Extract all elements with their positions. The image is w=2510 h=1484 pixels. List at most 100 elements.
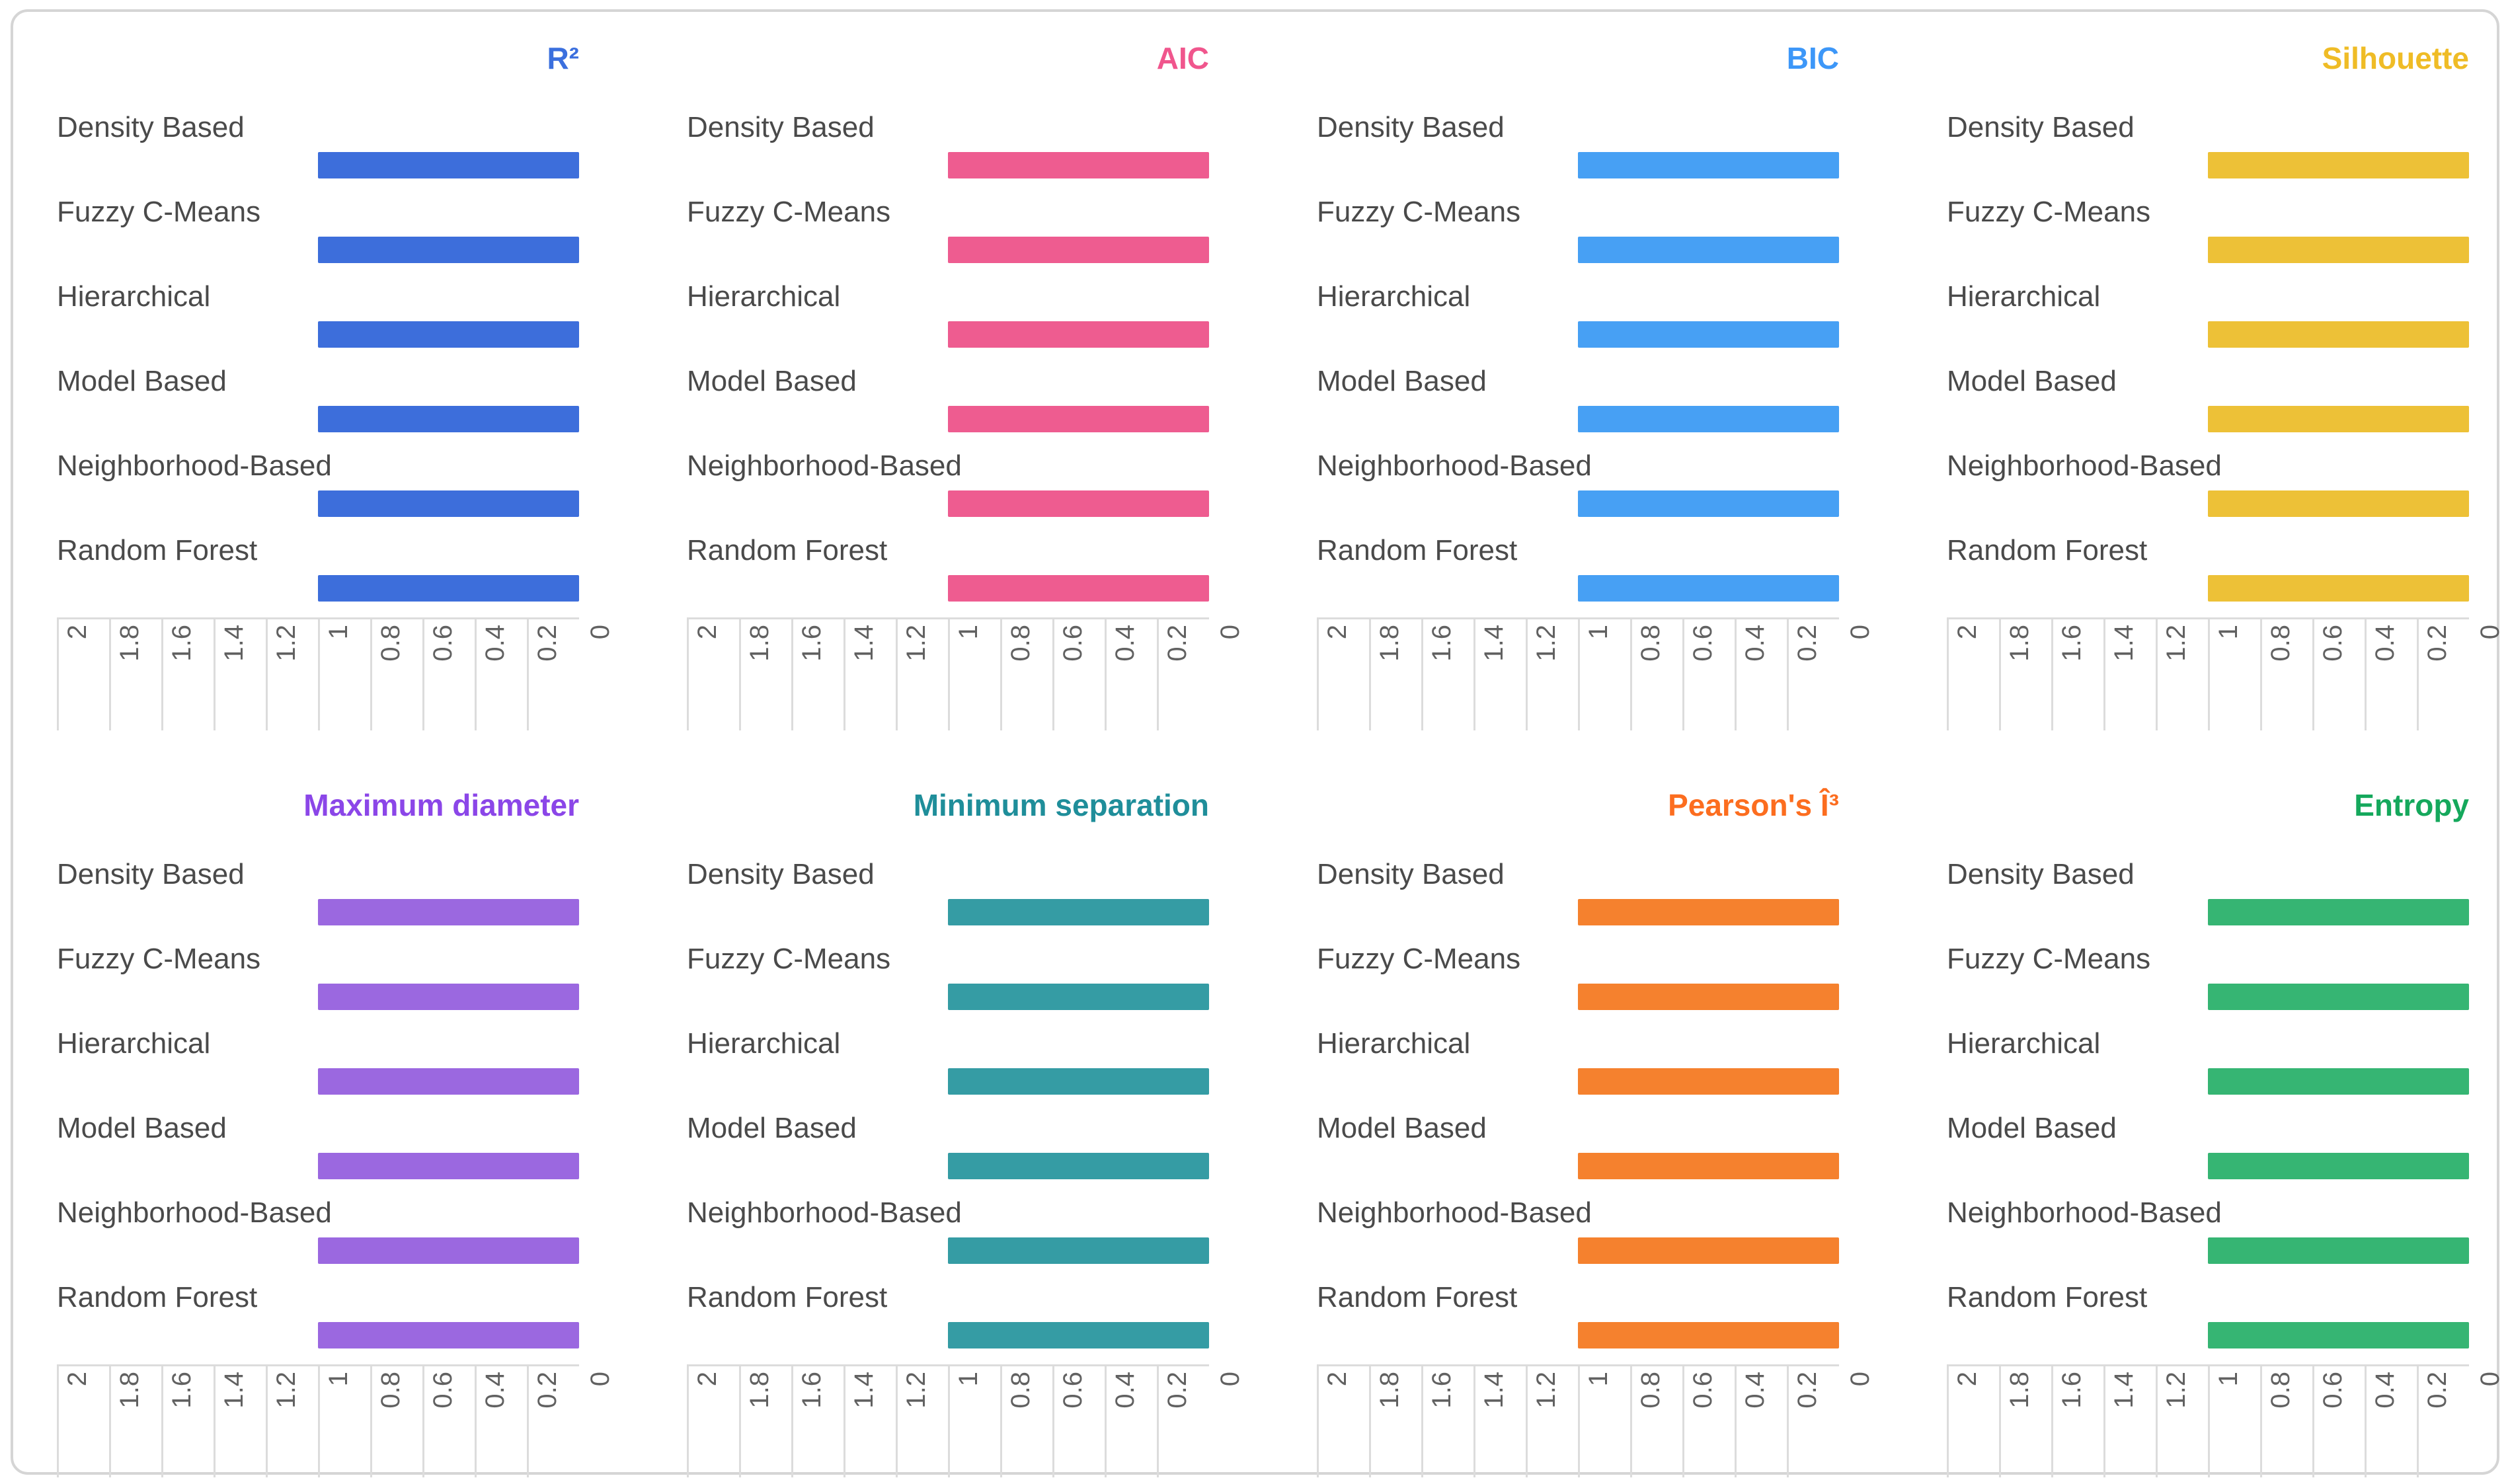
category-row: Fuzzy C-Means	[1317, 941, 1839, 1026]
bar	[1578, 575, 1839, 602]
bar-track	[1947, 984, 2469, 1010]
axis-band: 1.4	[843, 619, 896, 730]
bar-track	[687, 575, 1209, 602]
category-label: Fuzzy C-Means	[1317, 943, 1521, 975]
axis-band: 0.4	[2365, 1366, 2417, 1477]
category-row: Fuzzy C-Means	[57, 941, 579, 1026]
category-row: Density Based	[1947, 110, 2469, 194]
axis-tick-label: 0	[1846, 625, 1875, 640]
bar-track	[1317, 1237, 1839, 1264]
category-row: Fuzzy C-Means	[1947, 194, 2469, 279]
axis-tick-label: 2	[63, 1372, 92, 1387]
axis-tick-label: 1.6	[797, 1372, 826, 1409]
chart-title: R²	[547, 41, 579, 75]
chart-title: Minimum separation	[913, 788, 1209, 822]
axis-band: 1.2	[1526, 1366, 1578, 1477]
x-axis: 2 1.8 1.6 1.4 1.2 1 0.8 0.6 0.4 0.2 0	[57, 1364, 615, 1477]
category-label: Fuzzy C-Means	[1947, 196, 2151, 228]
bar	[948, 237, 1209, 263]
bar-track	[687, 1322, 1209, 1348]
bar	[948, 1068, 1209, 1095]
category-label: Hierarchical	[687, 1027, 841, 1060]
axis-band: 1.2	[2156, 619, 2208, 730]
axis-band: 1.4	[2103, 1366, 2156, 1477]
category-row: Density Based	[57, 857, 579, 941]
axis-band: 1.4	[843, 1366, 896, 1477]
bar-track	[57, 984, 579, 1010]
axis-tick-label: 0	[2476, 625, 2505, 640]
bar-track	[1947, 152, 2469, 178]
category-row: Hierarchical	[1317, 279, 1839, 364]
category-label: Density Based	[1947, 858, 2135, 890]
axis-tick-label: 1.8	[2005, 1372, 2034, 1409]
category-label: Density Based	[687, 858, 875, 890]
category-label: Model Based	[57, 365, 227, 397]
bar	[318, 899, 579, 925]
axis-tick-label: 0.6	[1688, 625, 1717, 662]
bar-track	[1317, 1153, 1839, 1179]
axis-tick-label: 0.8	[1006, 1372, 1035, 1409]
category-row: Random Forest	[1947, 1280, 2469, 1364]
axis-tick-label: 2	[1323, 625, 1352, 640]
axis-tick-label: 1.4	[219, 625, 249, 662]
axis-band: 0.2	[1787, 1366, 1839, 1477]
bar	[2208, 899, 2469, 925]
axis-band: 2	[1317, 1366, 1369, 1477]
bar	[2208, 1237, 2469, 1264]
axis-tick-label: 1.4	[849, 625, 879, 662]
axis-tick-label: 1.2	[902, 625, 931, 662]
bar-track	[1317, 899, 1839, 925]
bar-track	[1317, 321, 1839, 348]
bar-track	[1947, 1153, 2469, 1179]
axis-tick-label: 1.2	[2162, 1372, 2191, 1409]
axis-band: 0.2	[1787, 619, 1839, 730]
category-label: Random Forest	[687, 534, 888, 566]
bar	[2208, 406, 2469, 432]
charts-grid: R² Density Based Fuzzy C-Means Hierarchical…	[57, 40, 2507, 1477]
axis-band: 1	[2208, 619, 2260, 730]
category-label: Fuzzy C-Means	[57, 196, 261, 228]
x-axis: 2 1.8 1.6 1.4 1.2 1 0.8 0.6 0.4 0.2 0	[1317, 617, 1875, 730]
category-label: Fuzzy C-Means	[687, 943, 891, 975]
category-row: Model Based	[687, 364, 1209, 448]
axis-tick-label: 1.4	[2109, 1372, 2138, 1409]
axis-tick-label: 0.2	[1793, 1372, 1822, 1409]
axis-band: 1	[318, 619, 370, 730]
axis-band: 1.2	[1526, 619, 1578, 730]
bar	[1578, 1322, 1839, 1348]
axis-band: 0.4	[2365, 619, 2417, 730]
x-axis: 2 1.8 1.6 1.4 1.2 1 0.8 0.6 0.4 0.2 0	[57, 617, 615, 730]
axis-band: 1.8	[1999, 1366, 2051, 1477]
category-label: Density Based	[687, 111, 875, 143]
axis-tick-label: 0	[1216, 1372, 1245, 1387]
category-row: Density Based	[57, 110, 579, 194]
bar	[318, 575, 579, 602]
category-row: Random Forest	[57, 1280, 579, 1364]
category-label: Neighborhood-Based	[1317, 1196, 1592, 1229]
bar	[1578, 1153, 1839, 1179]
axis-band: 0.4	[1735, 1366, 1787, 1477]
bar-track	[57, 237, 579, 263]
category-label: Model Based	[1317, 365, 1487, 397]
axis-tick-label: 0	[1846, 1372, 1875, 1387]
chart-pearson-s: Pearson's Î³ Density Based Fuzzy C-Means Hi…	[1317, 787, 1877, 1477]
chart-bic: BIC Density Based Fuzzy C-Means Hierarchica…	[1317, 40, 1877, 730]
axis-tick-label: 0.8	[1006, 625, 1035, 662]
bar-track	[687, 237, 1209, 263]
category-label: Fuzzy C-Means	[687, 196, 891, 228]
axis-band: 0.8	[2260, 1366, 2312, 1477]
axis-tick-label: 1.2	[2162, 625, 2191, 662]
bar	[2208, 152, 2469, 178]
axis-band: 0.6	[422, 619, 475, 730]
axis-tick-label: 2	[1953, 625, 1982, 640]
bar-track	[1947, 406, 2469, 432]
axis-band: 0.8	[370, 1366, 422, 1477]
axis-tick-label: 0.8	[1636, 1372, 1665, 1409]
axis-band: 0.2	[2417, 619, 2469, 730]
bar-track	[1947, 237, 2469, 263]
bar-track	[57, 406, 579, 432]
bar-track	[1947, 490, 2469, 517]
axis-tick-label: 0.6	[2318, 1372, 2347, 1409]
axis-tick-label: 1	[2214, 625, 2243, 640]
axis-band: 1.6	[2051, 619, 2103, 730]
